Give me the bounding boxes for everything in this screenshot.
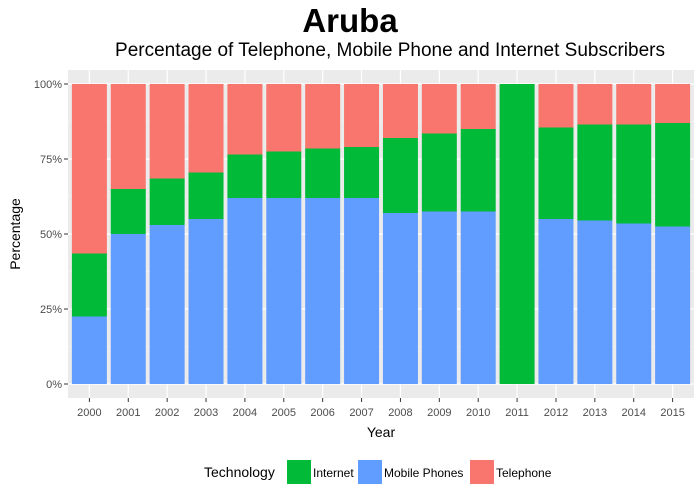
bar-telephone-2013 — [577, 84, 613, 125]
chart-svg: 0% 25% 50% 75% 100% 2000 2001 2002 2003 2004 2005 2… — [7, 70, 694, 440]
bar-mobile-phones-2003 — [188, 219, 224, 384]
legend-key-internet — [287, 460, 311, 484]
x-tick-label: 2012 — [544, 407, 568, 419]
bars — [71, 84, 691, 384]
y-tick-label: 100% — [34, 79, 62, 91]
bar-mobile-phones-2015 — [655, 226, 691, 384]
bar-mobile-phones-2009 — [421, 211, 457, 384]
bar-telephone-2009 — [421, 84, 457, 134]
bar-telephone-2010 — [460, 84, 496, 129]
legend-key-mobile-phones — [358, 460, 382, 484]
x-tick-label: 2000 — [77, 407, 101, 419]
bar-telephone-2015 — [655, 84, 691, 123]
bar-telephone-2001 — [110, 84, 146, 189]
bar-internet-2009 — [421, 133, 457, 212]
bar-telephone-2000 — [71, 84, 107, 254]
legend-key-telephone — [470, 460, 494, 484]
bar-internet-2006 — [305, 148, 341, 198]
x-tick-label: 2003 — [194, 407, 218, 419]
x-tick-label: 2006 — [310, 407, 334, 419]
bar-internet-2014 — [616, 124, 652, 224]
bar-mobile-phones-2013 — [577, 220, 613, 384]
x-tick-label: 2007 — [349, 407, 373, 419]
x-tick-label: 2001 — [116, 407, 140, 419]
legend-label-mobile-phones: Mobile Phones — [384, 466, 464, 480]
bar-internet-2010 — [460, 129, 496, 212]
bar-telephone-2002 — [149, 84, 185, 179]
x-tick-label: 2002 — [155, 407, 179, 419]
y-tick-label: 50% — [40, 229, 62, 241]
bar-mobile-phones-2006 — [305, 198, 341, 384]
bar-mobile-phones-2004 — [227, 198, 263, 384]
legend-label-telephone: Telephone — [496, 466, 552, 480]
bar-mobile-phones-2001 — [110, 234, 146, 384]
bar-internet-2007 — [344, 147, 380, 198]
bar-internet-2008 — [382, 138, 418, 213]
bar-mobile-phones-2014 — [616, 223, 652, 384]
bar-internet-2000 — [71, 253, 107, 317]
bar-telephone-2012 — [538, 84, 574, 128]
bar-mobile-phones-2007 — [344, 198, 380, 384]
bar-telephone-2008 — [382, 84, 418, 138]
bar-mobile-phones-2012 — [538, 219, 574, 384]
bar-mobile-phones-2010 — [460, 211, 496, 384]
y-tick-label: 75% — [40, 154, 62, 166]
bar-internet-2011 — [499, 84, 535, 384]
legend: Technology Internet Mobile Phones Teleph… — [0, 458, 700, 488]
bar-mobile-phones-2000 — [71, 316, 107, 384]
bar-internet-2015 — [655, 123, 691, 227]
bar-telephone-2005 — [266, 84, 302, 152]
x-tick-label: 2011 — [505, 407, 529, 419]
bar-internet-2004 — [227, 154, 263, 198]
bar-telephone-2003 — [188, 84, 224, 173]
bar-internet-2001 — [110, 189, 146, 234]
bar-telephone-2006 — [305, 84, 341, 149]
x-tick-label: 2015 — [660, 407, 684, 419]
y-tick-label: 25% — [40, 304, 62, 316]
x-tick-label: 2009 — [427, 407, 451, 419]
legend-title: Technology — [204, 464, 275, 480]
bar-telephone-2014 — [616, 84, 652, 125]
x-tick-label: 2008 — [388, 407, 412, 419]
bar-mobile-phones-2002 — [149, 225, 185, 384]
y-axis-label: Percentage — [7, 198, 23, 270]
bar-mobile-phones-2008 — [382, 213, 418, 384]
chart-subtitle: Percentage of Telephone, Mobile Phone an… — [115, 40, 665, 61]
bar-telephone-2004 — [227, 84, 263, 155]
x-tick-label: 2004 — [233, 407, 257, 419]
bar-telephone-2007 — [344, 84, 380, 147]
x-axis-label: Year — [367, 424, 396, 440]
bar-internet-2005 — [266, 151, 302, 198]
chart-title: Aruba — [302, 2, 398, 39]
legend-label-internet: Internet — [313, 466, 354, 480]
bar-internet-2013 — [577, 124, 613, 221]
x-tick-label: 2014 — [621, 407, 645, 419]
bar-internet-2003 — [188, 172, 224, 219]
bar-internet-2002 — [149, 178, 185, 225]
y-tick-label: 0% — [46, 379, 62, 391]
bar-mobile-phones-2005 — [266, 198, 302, 384]
x-tick-label: 2010 — [466, 407, 490, 419]
axes: 0% 25% 50% 75% 100% 2000 2001 2002 2003 2004 2005 2… — [34, 79, 685, 419]
x-tick-label: 2005 — [272, 407, 296, 419]
bar-internet-2012 — [538, 127, 574, 219]
x-tick-label: 2013 — [583, 407, 607, 419]
